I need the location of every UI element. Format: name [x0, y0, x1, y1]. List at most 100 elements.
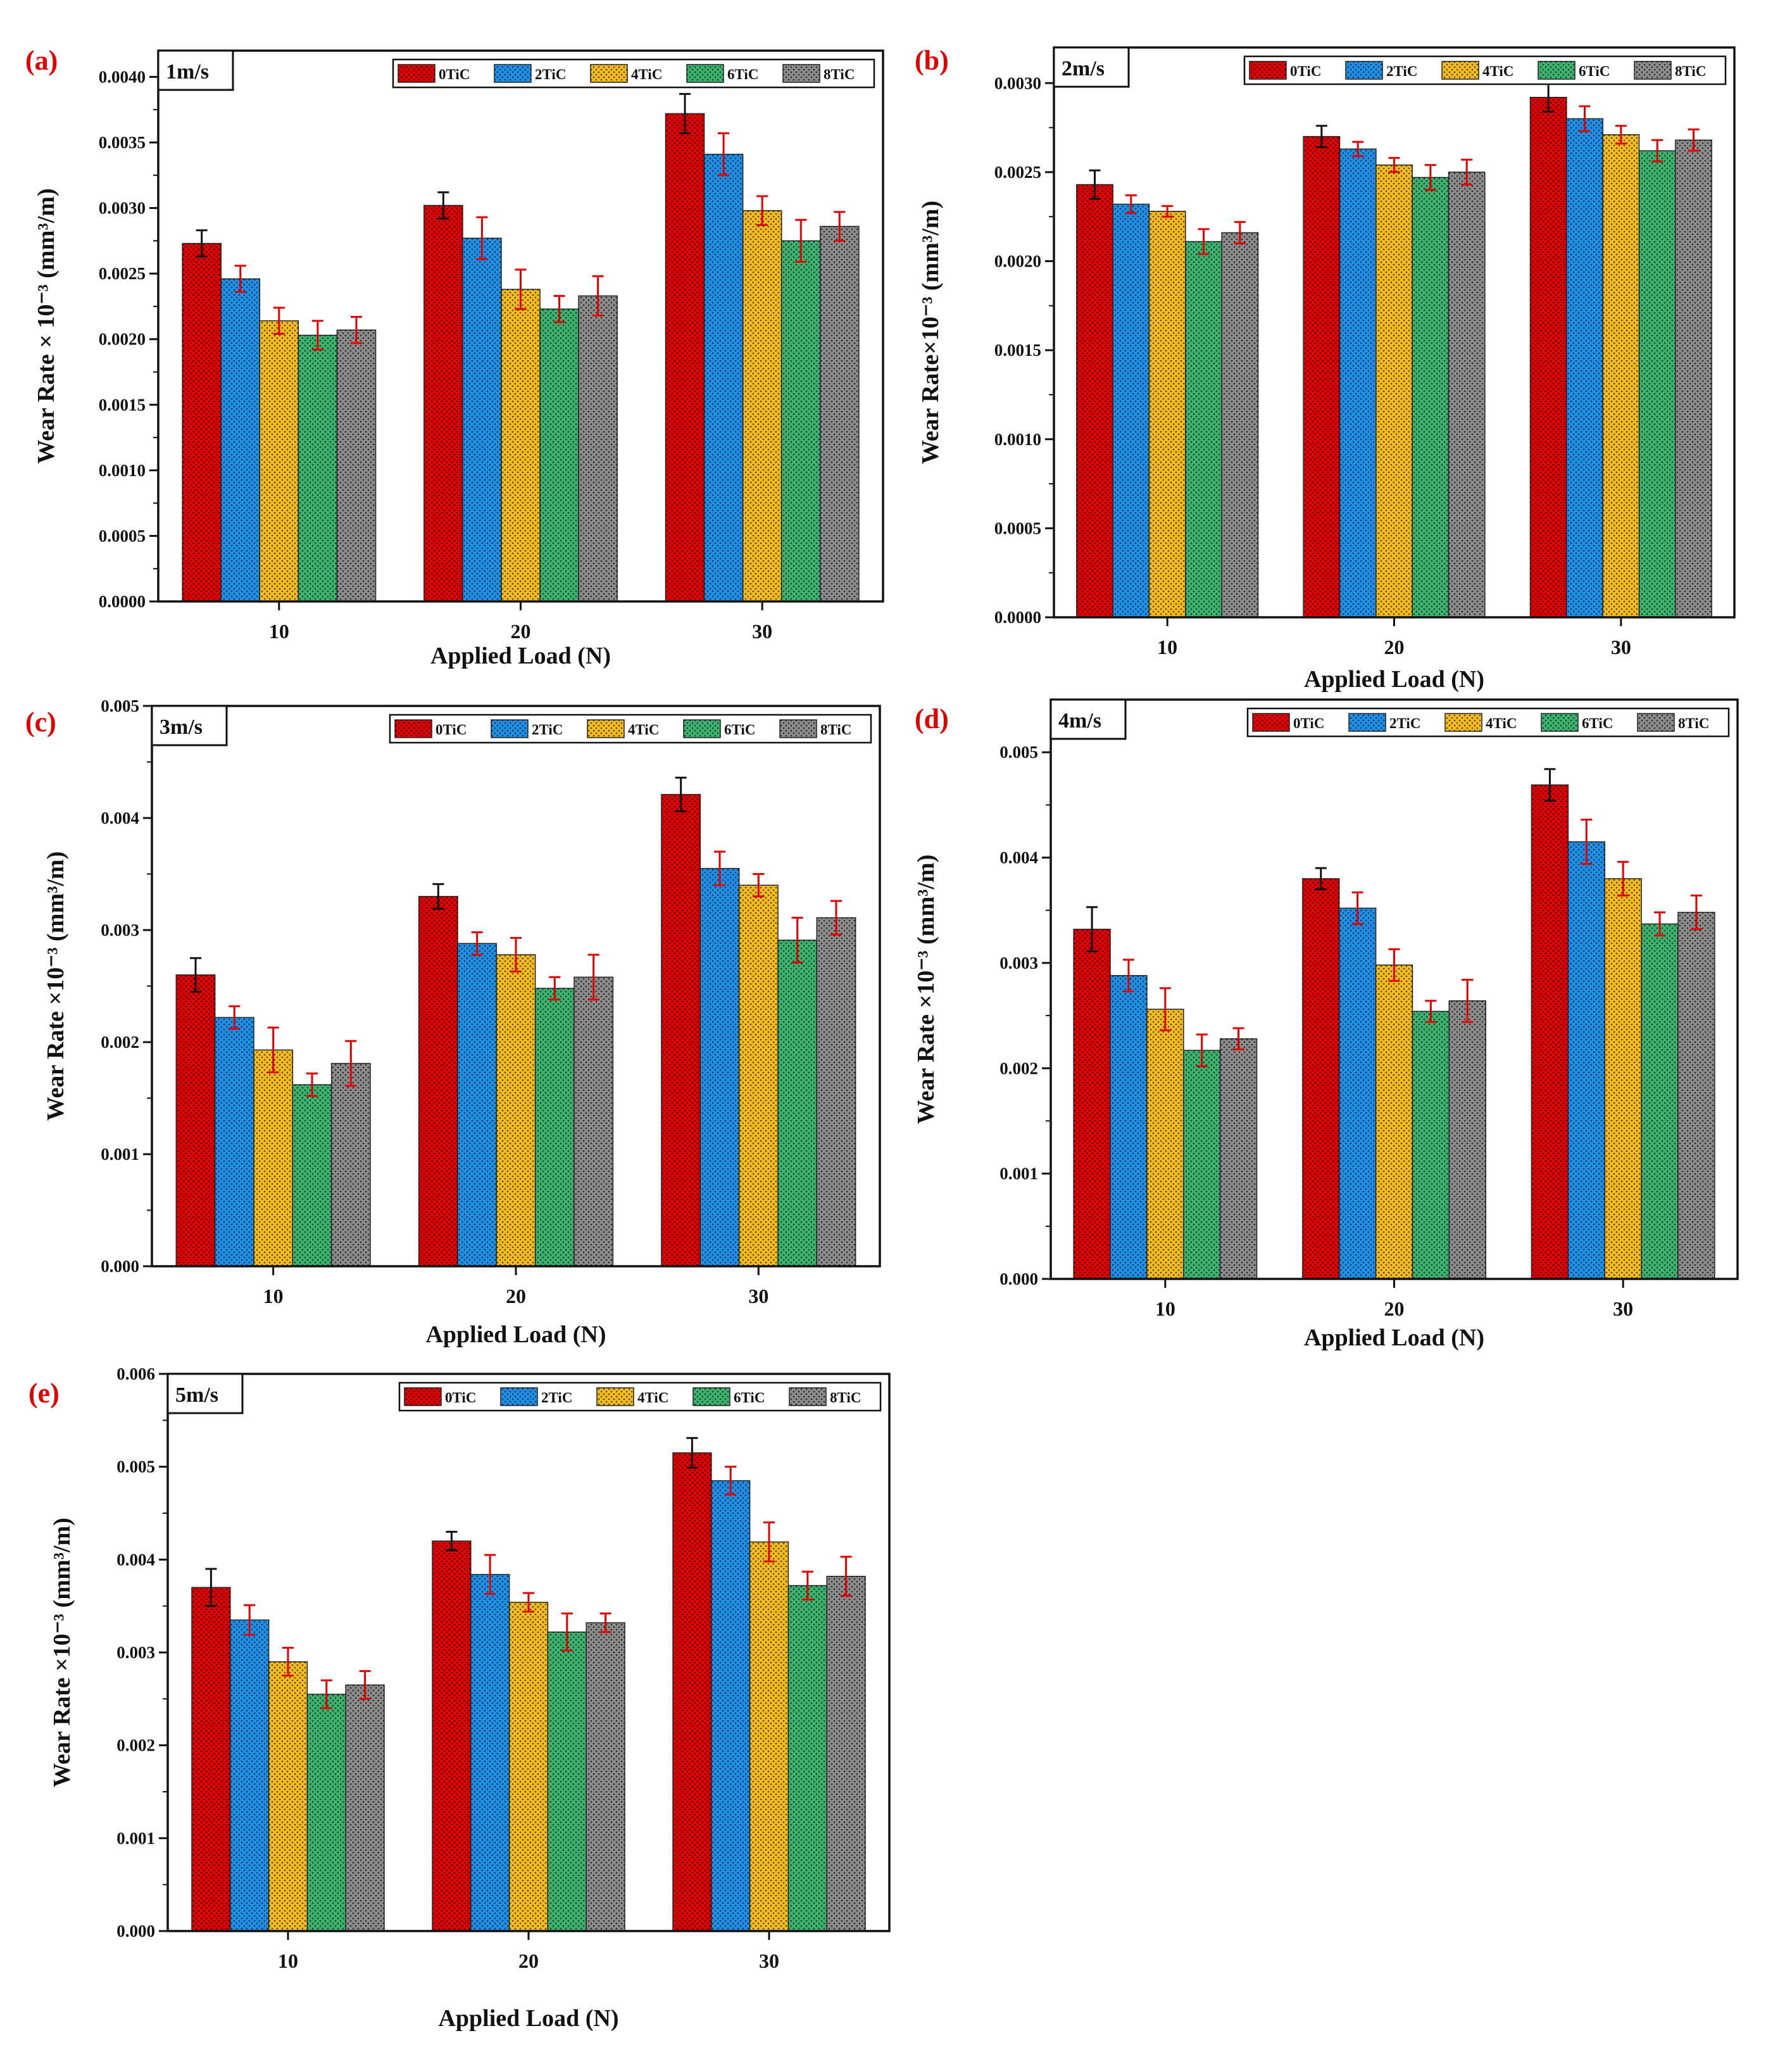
legend-label-8TiC: 8TiC [830, 1390, 861, 1406]
bar-4TiC-10N [253, 1049, 294, 1267]
bar-2TiC-30N [1566, 118, 1603, 618]
speed-label-box [1050, 698, 1127, 740]
legend-swatch-4TiC [590, 64, 628, 83]
y-tick-label: 0.0020 [99, 330, 146, 349]
speed-label-box [157, 49, 234, 91]
bar-2TiC-30N [1567, 841, 1605, 1280]
x-axis-title: Applied Load (N) [430, 643, 611, 669]
y-tick-label: 0.0005 [99, 526, 146, 545]
bar-2TiC-20N [457, 943, 498, 1267]
x-tick-label: 30 [1613, 1297, 1633, 1320]
bar-6TiC-10N [298, 334, 338, 602]
speed-label-box [151, 705, 228, 746]
bar-0TiC-20N [432, 1540, 472, 1932]
bar-2TiC-10N [1112, 203, 1150, 618]
bar-6TiC-20N [534, 988, 575, 1267]
legend-label-2TiC: 2TiC [1389, 715, 1420, 731]
bar-4TiC-10N [259, 320, 299, 602]
bar-8TiC-20N [1448, 1000, 1486, 1280]
bar-8TiC-30N [820, 225, 860, 602]
legend-swatch-2TiC [494, 64, 532, 83]
y-axis-title: Wear Rate ×10⁻³ (mm³/m) [42, 852, 69, 1121]
bar-8TiC-10N [336, 329, 377, 602]
x-tick-label: 10 [269, 620, 289, 643]
speed-label: 3m/s [160, 715, 203, 739]
y-tick-label: 0.0010 [99, 461, 146, 480]
legend-label-8TiC: 8TiC [824, 66, 855, 82]
bar-0TiC-30N [665, 113, 705, 602]
plot-frame [1050, 698, 1739, 1280]
y-tick-label: 0.006 [116, 1364, 155, 1383]
bar-6TiC-30N [787, 1585, 827, 1932]
y-tick-label: 0.001 [116, 1828, 155, 1847]
legend-swatch-2TiC [1345, 61, 1383, 80]
bar-2TiC-20N [462, 237, 502, 602]
chart-panel-4m-per-s: (d) 0.000 0.001 0.002 0.003 0.004 0.005 10 20 30 4… [913, 698, 1739, 1351]
y-tick-label: 0.002 [101, 1033, 139, 1052]
legend-swatch-2TiC [491, 719, 529, 738]
x-axis-title: Applied Load (N) [425, 1321, 606, 1348]
bar-6TiC-20N [539, 308, 579, 602]
bar-2TiC-30N [699, 867, 740, 1267]
chart-panel-3m-per-s: (c) 0.000 0.001 0.002 0.003 0.004 0.005 10 20 30 3… [25, 696, 881, 1348]
y-axis-title: Wear Rate × 10⁻³ (mm³/m) [33, 188, 60, 463]
y-tick-label: 0.0030 [994, 73, 1041, 92]
y-tick-label: 0.004 [999, 848, 1038, 867]
y-tick-label: 0.005 [999, 743, 1038, 762]
speed-label: 2m/s [1062, 57, 1105, 80]
bar-0TiC-10N [1073, 928, 1111, 1280]
bar-4TiC-10N [268, 1661, 308, 1932]
bar-0TiC-20N [423, 204, 463, 602]
legend-label-2TiC: 2TiC [1386, 63, 1417, 79]
legend-label-6TiC: 6TiC [734, 1390, 765, 1406]
y-tick-label: 0.005 [101, 696, 139, 715]
bar-4TiC-20N [501, 289, 541, 602]
bar-6TiC-30N [1638, 150, 1676, 618]
x-axis-title: Applied Load (N) [1304, 666, 1484, 693]
legend-swatch-8TiC [782, 64, 820, 83]
y-tick-label: 0.0015 [99, 395, 146, 414]
plot-frame [1053, 46, 1736, 619]
legend-swatch-8TiC [1634, 61, 1672, 80]
y-tick-label: 0.0035 [99, 133, 146, 152]
bar-0TiC-20N [418, 896, 458, 1267]
legend-label-0TiC: 0TiC [435, 722, 467, 738]
panel-letter: (c) [25, 707, 56, 738]
y-tick-label: 0.000 [101, 1257, 139, 1276]
chart-panel-5m-per-s: (e) 0.000 0.001 0.002 0.003 0.004 0.005 0.006 10… [28, 1364, 891, 2032]
legend-swatch-8TiC [1637, 713, 1675, 732]
legend-swatch-0TiC [394, 719, 432, 738]
y-tick-label: 0.0010 [994, 430, 1041, 449]
legend-label-0TiC: 0TiC [439, 66, 470, 82]
bar-2TiC-20N [1338, 907, 1377, 1280]
bar-0TiC-10N [175, 974, 216, 1267]
bar-0TiC-30N [1531, 784, 1569, 1280]
legend-label-8TiC: 8TiC [1675, 63, 1706, 79]
bar-8TiC-30N [1677, 912, 1715, 1280]
bar-6TiC-30N [780, 240, 821, 602]
y-axis-title: Wear Rate ×10⁻³ (mm³/m) [913, 855, 939, 1124]
legend-swatch-6TiC [683, 719, 721, 738]
bar-4TiC-20N [1375, 164, 1413, 618]
legend-label-8TiC: 8TiC [820, 722, 851, 738]
bar-8TiC-30N [816, 917, 856, 1267]
bar-6TiC-10N [306, 1694, 346, 1932]
bar-0TiC-10N [191, 1587, 231, 1932]
legend-label-0TiC: 0TiC [445, 1390, 476, 1406]
bar-8TiC-10N [1221, 232, 1259, 618]
legend-label-6TiC: 6TiC [727, 66, 758, 82]
y-tick-label: 0.005 [116, 1457, 155, 1476]
legend-label-4TiC: 4TiC [631, 66, 662, 82]
bar-0TiC-20N [1303, 135, 1341, 618]
bar-8TiC-20N [578, 295, 618, 602]
bar-0TiC-30N [672, 1452, 712, 1932]
panel-letter: (b) [915, 45, 949, 76]
y-tick-label: 0.003 [116, 1643, 155, 1662]
legend-swatch-4TiC [1441, 61, 1479, 80]
bar-6TiC-10N [1183, 1050, 1221, 1280]
x-axis-title: Applied Load (N) [1304, 1325, 1484, 1351]
bar-4TiC-20N [1375, 964, 1413, 1280]
bar-0TiC-30N [1529, 97, 1567, 618]
bar-8TiC-10N [345, 1684, 385, 1932]
y-tick-label: 0.0015 [994, 341, 1041, 360]
